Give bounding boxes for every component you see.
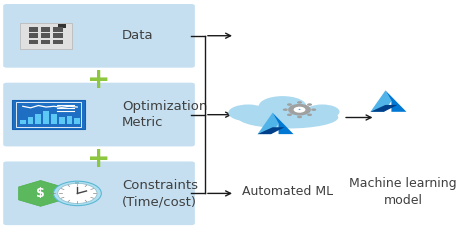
Bar: [29, 27, 38, 32]
Bar: [20, 120, 26, 124]
Circle shape: [297, 116, 302, 118]
Circle shape: [297, 101, 302, 104]
Bar: [36, 114, 41, 124]
Bar: [29, 40, 38, 44]
Text: +: +: [87, 145, 111, 173]
Text: Constraints
(Time/cost): Constraints (Time/cost): [122, 179, 198, 208]
Bar: [43, 111, 49, 124]
Bar: [41, 40, 51, 44]
Circle shape: [283, 108, 288, 111]
Polygon shape: [371, 105, 397, 112]
Circle shape: [287, 114, 292, 116]
Circle shape: [311, 108, 316, 111]
Polygon shape: [298, 107, 301, 112]
Ellipse shape: [238, 106, 338, 129]
Text: Optimization
Metric: Optimization Metric: [122, 100, 207, 129]
Bar: [29, 33, 38, 38]
Text: +: +: [87, 66, 111, 94]
Polygon shape: [19, 180, 62, 206]
Polygon shape: [257, 127, 285, 134]
FancyBboxPatch shape: [12, 100, 85, 129]
Bar: [53, 33, 63, 38]
Circle shape: [307, 114, 312, 116]
Circle shape: [53, 181, 101, 206]
Text: Data: Data: [122, 29, 154, 42]
Ellipse shape: [259, 96, 306, 116]
Bar: [41, 27, 51, 32]
Ellipse shape: [228, 105, 268, 121]
Text: $: $: [36, 187, 45, 200]
Circle shape: [288, 104, 311, 115]
Text: Automated ML: Automated ML: [242, 185, 333, 198]
Bar: [67, 116, 72, 124]
Bar: [53, 27, 63, 32]
Circle shape: [58, 183, 97, 204]
Bar: [53, 40, 63, 44]
Bar: [51, 114, 57, 124]
Bar: [59, 24, 66, 27]
Polygon shape: [272, 113, 294, 134]
Circle shape: [287, 103, 292, 106]
FancyBboxPatch shape: [3, 4, 195, 68]
Bar: [76, 182, 79, 184]
Polygon shape: [257, 113, 279, 134]
Polygon shape: [386, 90, 406, 112]
Polygon shape: [371, 90, 392, 112]
FancyBboxPatch shape: [3, 161, 195, 225]
Bar: [75, 118, 80, 124]
Bar: [59, 117, 65, 124]
FancyBboxPatch shape: [3, 83, 195, 146]
Bar: [28, 117, 33, 124]
Bar: [41, 33, 51, 38]
Circle shape: [294, 107, 305, 113]
Circle shape: [307, 103, 312, 106]
FancyBboxPatch shape: [20, 23, 72, 49]
Text: Machine learning
model: Machine learning model: [349, 176, 457, 207]
Ellipse shape: [305, 105, 340, 119]
